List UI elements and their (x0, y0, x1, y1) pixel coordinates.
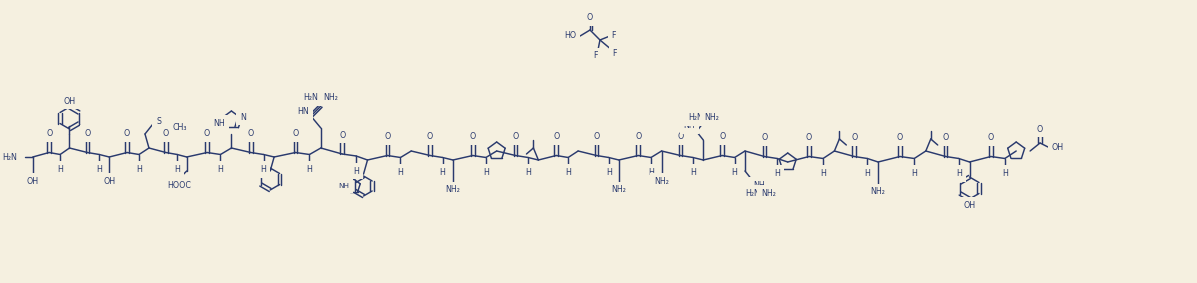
Text: NH₂: NH₂ (612, 185, 626, 194)
Text: OH: OH (103, 177, 115, 185)
Text: H: H (911, 169, 917, 178)
Text: O: O (248, 129, 254, 138)
Text: H₂N: H₂N (2, 153, 17, 162)
Text: HO: HO (564, 31, 576, 40)
Text: H: H (261, 165, 267, 174)
Text: H: H (1002, 169, 1008, 178)
Text: O: O (1037, 125, 1043, 134)
Text: NH: NH (683, 121, 695, 130)
Text: HN: HN (297, 108, 309, 117)
Text: OH: OH (964, 200, 976, 209)
Text: H: H (439, 168, 445, 177)
Text: HOOC: HOOC (166, 181, 190, 190)
Text: O: O (587, 14, 594, 23)
Text: H: H (525, 168, 531, 177)
Text: H: H (175, 165, 180, 174)
Text: H₂N: H₂N (746, 188, 760, 198)
Text: O: O (806, 133, 813, 142)
Text: H: H (565, 168, 571, 177)
Text: O: O (427, 132, 433, 141)
Text: O: O (719, 132, 725, 141)
Text: F: F (612, 31, 616, 40)
Text: NH₂: NH₂ (323, 93, 339, 102)
Text: H: H (864, 169, 870, 178)
Text: H₂N: H₂N (688, 113, 703, 123)
Text: O: O (203, 129, 211, 138)
Text: H: H (218, 165, 224, 174)
Text: NH: NH (339, 183, 350, 189)
Text: O: O (124, 129, 130, 138)
Text: NH₂: NH₂ (870, 188, 886, 196)
Text: O: O (942, 133, 949, 142)
Text: F: F (594, 52, 598, 61)
Text: H: H (353, 166, 359, 175)
Text: NH₂: NH₂ (654, 177, 669, 185)
Text: O: O (761, 133, 767, 142)
Text: O: O (469, 132, 476, 141)
Text: O: O (163, 129, 169, 138)
Text: H: H (57, 165, 63, 174)
Text: O: O (339, 130, 345, 140)
Text: H: H (648, 168, 654, 177)
Text: H: H (820, 169, 826, 178)
Text: O: O (45, 129, 53, 138)
Text: OH: OH (26, 177, 38, 185)
Text: OH: OH (1052, 143, 1064, 151)
Text: O: O (851, 133, 857, 142)
Text: H: H (397, 168, 403, 177)
Text: H: H (482, 168, 488, 177)
Text: H: H (136, 165, 142, 174)
Text: H: H (689, 168, 695, 177)
Text: O: O (84, 129, 91, 138)
Text: NH: NH (213, 119, 225, 128)
Text: H: H (731, 168, 737, 177)
Text: O: O (988, 133, 994, 142)
Text: NH₂: NH₂ (445, 185, 461, 194)
Text: CH₃: CH₃ (172, 123, 187, 132)
Text: F: F (613, 50, 618, 59)
Text: O: O (292, 129, 298, 138)
Text: O: O (384, 132, 390, 141)
Text: S: S (157, 117, 162, 125)
Text: H: H (606, 168, 612, 177)
Text: O: O (512, 132, 518, 141)
Text: O: O (678, 132, 683, 141)
Text: OH: OH (63, 97, 75, 106)
Text: H: H (956, 169, 961, 178)
Text: O: O (594, 132, 600, 141)
Text: NH₂: NH₂ (704, 113, 718, 123)
Text: O: O (636, 132, 642, 141)
Text: O: O (553, 132, 559, 141)
Text: H: H (96, 165, 102, 174)
Text: H: H (774, 169, 780, 178)
Text: O: O (897, 133, 903, 142)
Text: H: H (306, 165, 312, 174)
Text: N: N (241, 113, 247, 121)
Text: H₂N: H₂N (304, 93, 318, 102)
Text: NH₂: NH₂ (761, 188, 777, 198)
Text: NH: NH (753, 181, 765, 190)
